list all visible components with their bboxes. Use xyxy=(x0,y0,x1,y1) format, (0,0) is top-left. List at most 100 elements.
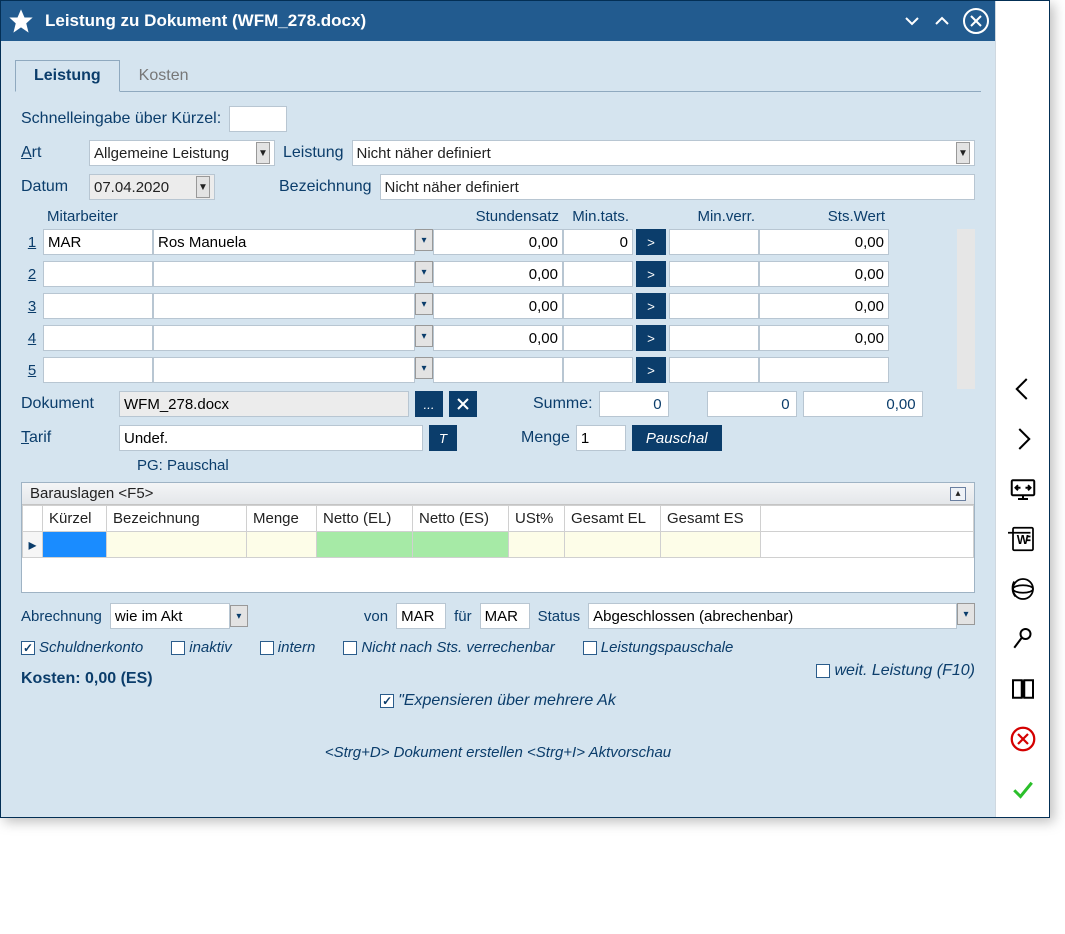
employee-row: 2 ▾ > xyxy=(21,261,957,287)
dropdown-icon[interactable]: ▾ xyxy=(415,293,433,315)
tarif-input[interactable] xyxy=(119,425,423,451)
fuer-input[interactable] xyxy=(480,603,530,629)
minverr-input[interactable] xyxy=(669,261,759,287)
emp-name-input[interactable] xyxy=(153,229,415,255)
dropdown-icon[interactable]: ▾ xyxy=(415,357,433,379)
chk-leistpausch[interactable]: Leistungspauschale xyxy=(583,639,734,656)
dropdown-icon[interactable]: ▾ xyxy=(230,605,248,627)
row-index[interactable]: 5 xyxy=(21,362,43,379)
col-nettoel: Netto (EL) xyxy=(317,506,413,532)
pauschal-button[interactable]: Pauschal xyxy=(632,425,722,451)
art-select[interactable]: Allgemeine Leistung ▼ xyxy=(89,140,275,166)
row-index[interactable]: 1 xyxy=(21,234,43,251)
emp-name-input[interactable] xyxy=(153,357,415,383)
dropdown-icon[interactable]: ▼ xyxy=(256,142,270,164)
stundensatz-input[interactable] xyxy=(433,325,563,351)
label-fuer: für xyxy=(454,608,472,625)
book-icon[interactable] xyxy=(1005,671,1041,707)
transfer-button[interactable]: > xyxy=(636,325,666,351)
minverr-input[interactable] xyxy=(669,357,759,383)
label-abrechnung: Abrechnung xyxy=(21,608,102,625)
pin-icon[interactable] xyxy=(1005,621,1041,657)
pg-label: PG: Pauschal xyxy=(137,457,975,474)
emp-name-input[interactable] xyxy=(153,261,415,287)
dropdown-icon[interactable]: ▾ xyxy=(415,261,433,283)
stswert-input[interactable] xyxy=(759,293,889,319)
dropdown-icon[interactable]: ▾ xyxy=(957,603,975,625)
bezeichnung-input[interactable] xyxy=(380,174,975,200)
kuerzel-input[interactable] xyxy=(229,106,287,132)
abrechnung-select[interactable]: ▾ xyxy=(110,603,248,629)
minverr-input[interactable] xyxy=(669,229,759,255)
dropdown-icon[interactable]: ▼ xyxy=(956,142,970,164)
stundensatz-input[interactable] xyxy=(433,261,563,287)
chk-expens[interactable]: "Expensieren über mehrere Ak xyxy=(380,692,616,710)
collapse-icon[interactable]: ▴ xyxy=(950,487,966,501)
minverr-input[interactable] xyxy=(669,325,759,351)
next-icon[interactable] xyxy=(1005,421,1041,457)
transfer-button[interactable]: > xyxy=(636,229,666,255)
emp-code-input[interactable] xyxy=(43,293,153,319)
screen-icon[interactable] xyxy=(1005,471,1041,507)
table-row[interactable]: ▸ xyxy=(23,532,974,558)
mintats-input[interactable] xyxy=(563,229,633,255)
ie-icon[interactable] xyxy=(1005,571,1041,607)
dropdown-icon[interactable]: ▼ xyxy=(196,176,210,198)
emp-code-input[interactable] xyxy=(43,325,153,351)
cancel-icon[interactable] xyxy=(1005,721,1041,757)
row-index[interactable]: 2 xyxy=(21,266,43,283)
tarif-button[interactable]: T xyxy=(429,425,457,451)
close-button[interactable] xyxy=(963,8,989,34)
clear-button[interactable] xyxy=(449,391,477,417)
dropdown-icon[interactable]: ▾ xyxy=(415,229,433,251)
menge-input[interactable] xyxy=(576,425,626,451)
status-select[interactable]: ▾ xyxy=(588,603,975,629)
dokument-input[interactable] xyxy=(119,391,409,417)
emp-name-input[interactable] xyxy=(153,325,415,351)
dropdown-icon[interactable]: ▾ xyxy=(415,325,433,347)
stundensatz-input[interactable] xyxy=(433,229,563,255)
row-index[interactable]: 3 xyxy=(21,298,43,315)
transfer-button[interactable]: > xyxy=(636,357,666,383)
emp-code-input[interactable] xyxy=(43,261,153,287)
confirm-icon[interactable] xyxy=(1005,771,1041,807)
mintats-input[interactable] xyxy=(563,261,633,287)
transfer-button[interactable]: > xyxy=(636,261,666,287)
chevron-up-icon[interactable] xyxy=(927,6,957,36)
emp-code-input[interactable] xyxy=(43,357,153,383)
label-art: Art xyxy=(21,144,81,162)
employee-row: 4 ▾ > xyxy=(21,325,957,351)
chk-inaktiv[interactable]: inaktiv xyxy=(171,639,232,656)
window-title: Leistung zu Dokument (WFM_278.docx) xyxy=(45,11,897,31)
chk-intern[interactable]: intern xyxy=(260,639,316,656)
mintats-input[interactable] xyxy=(563,293,633,319)
word-icon[interactable]: W xyxy=(1005,521,1041,557)
stswert-input[interactable] xyxy=(759,229,889,255)
transfer-button[interactable]: > xyxy=(636,293,666,319)
chk-schuldner[interactable]: Schuldnerkonto xyxy=(21,639,143,656)
chk-weit[interactable]: weit. Leistung (F10) xyxy=(816,662,975,680)
minverr-input[interactable] xyxy=(669,293,759,319)
col-geses: Gesamt ES xyxy=(661,506,761,532)
leistung-select[interactable]: Nicht näher definiert ▼ xyxy=(352,140,976,166)
stundensatz-input[interactable] xyxy=(433,357,563,383)
chevron-down-icon[interactable] xyxy=(897,6,927,36)
stswert-input[interactable] xyxy=(759,261,889,287)
von-input[interactable] xyxy=(396,603,446,629)
emp-name-input[interactable] xyxy=(153,293,415,319)
stundensatz-input[interactable] xyxy=(433,293,563,319)
prev-icon[interactable] xyxy=(1005,371,1041,407)
employee-row: 3 ▾ > xyxy=(21,293,957,319)
datum-picker[interactable]: 07.04.2020 ▼ xyxy=(89,174,215,200)
tab-kosten[interactable]: Kosten xyxy=(120,60,208,92)
stswert-input[interactable] xyxy=(759,325,889,351)
col-kuerzel: Kürzel xyxy=(43,506,107,532)
mintats-input[interactable] xyxy=(563,357,633,383)
stswert-input[interactable] xyxy=(759,357,889,383)
chk-nichtsts[interactable]: Nicht nach Sts. verrechenbar xyxy=(343,639,554,656)
tab-leistung[interactable]: Leistung xyxy=(15,60,120,92)
emp-code-input[interactable] xyxy=(43,229,153,255)
mintats-input[interactable] xyxy=(563,325,633,351)
row-index[interactable]: 4 xyxy=(21,330,43,347)
browse-button[interactable]: ... xyxy=(415,391,443,417)
